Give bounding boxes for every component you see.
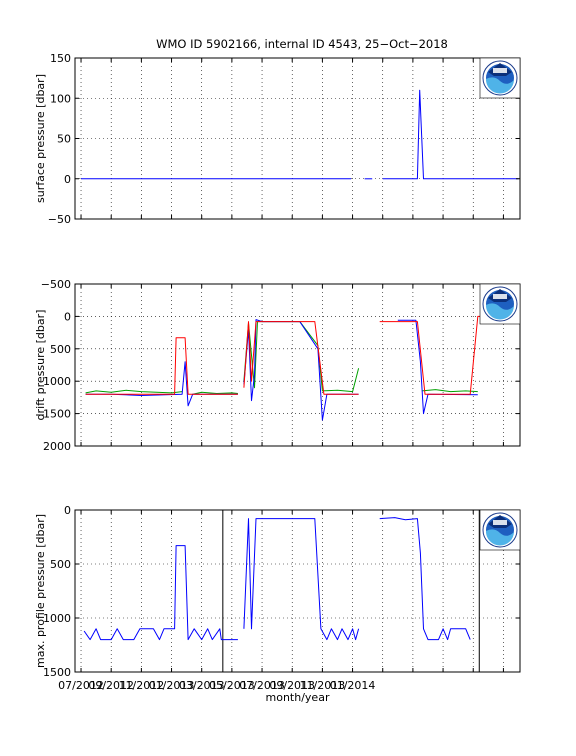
x-tick-label: 01/2014	[330, 679, 376, 692]
series-1-segment-3	[379, 517, 471, 641]
y-tick-label: 0	[64, 173, 71, 186]
series-1-segment-2	[243, 518, 360, 641]
y-tick-label: 0	[64, 310, 71, 323]
series-3-segment-1	[85, 337, 238, 395]
y-tick-label: 500	[50, 558, 71, 571]
series-1-segment-4	[421, 389, 478, 393]
axes-box	[74, 509, 521, 673]
x-axis-label: month/year	[266, 691, 330, 704]
x-tick-label: 11/2012	[119, 679, 165, 692]
x-tick-label: 11/2013	[300, 679, 346, 692]
axes-box	[74, 283, 521, 447]
x-tick-label: 03/2013	[179, 679, 225, 692]
y-tick-label: 1000	[43, 612, 71, 625]
series-1-segment-1	[83, 545, 238, 641]
y-tick-label: 1000	[43, 375, 71, 388]
y-axis-label: max. profile pressure [dbar]	[34, 514, 47, 668]
y-tick-label: 2000	[43, 440, 71, 453]
y-tick-label: 100	[50, 92, 71, 105]
y-tick-label: 150	[50, 52, 71, 65]
x-tick-label: 01/2013	[149, 679, 195, 692]
y-tick-label: 1500	[43, 666, 71, 679]
y-axis-label: drift pressure [dbar]	[34, 310, 47, 421]
x-tick-label: 09/2013	[269, 679, 315, 692]
x-tick-label: 05/2013	[209, 679, 255, 692]
y-axis-label: surface pressure [dbar]	[34, 74, 47, 203]
noaa-logo	[479, 57, 521, 99]
panel-2: −500 0 500 1000 1500 2000 drift pressure [dbar…	[34, 278, 521, 453]
x-tick-label: 07/2013	[239, 679, 285, 692]
series-1-segment-3	[382, 89, 519, 180]
x-tick-label: 09/2012	[88, 679, 134, 692]
series-1-segment-1	[85, 389, 183, 394]
series-3-segment-2	[243, 321, 359, 395]
y-tick-label: −50	[48, 213, 71, 226]
y-tick-label: 50	[57, 133, 71, 146]
y-tick-label: 1500	[43, 408, 71, 421]
noaa-logo	[479, 509, 521, 551]
logo-band	[493, 68, 507, 73]
y-tick-label: −500	[41, 278, 71, 291]
x-tick-label: 07/2012	[58, 679, 104, 692]
logo-band	[493, 294, 507, 299]
logo-band	[493, 520, 507, 525]
logo-wave	[485, 529, 514, 546]
noaa-logo	[479, 283, 521, 325]
y-tick-label: 0	[64, 504, 71, 517]
series-3-segment-3	[379, 315, 519, 395]
y-tick-label: 500	[50, 343, 71, 356]
logo-wave	[485, 303, 514, 320]
logo-wave	[485, 77, 514, 94]
figure-title: WMO ID 5902166, internal ID 4543, 25−Oct…	[156, 37, 448, 51]
series-1-segment-2	[192, 391, 238, 395]
